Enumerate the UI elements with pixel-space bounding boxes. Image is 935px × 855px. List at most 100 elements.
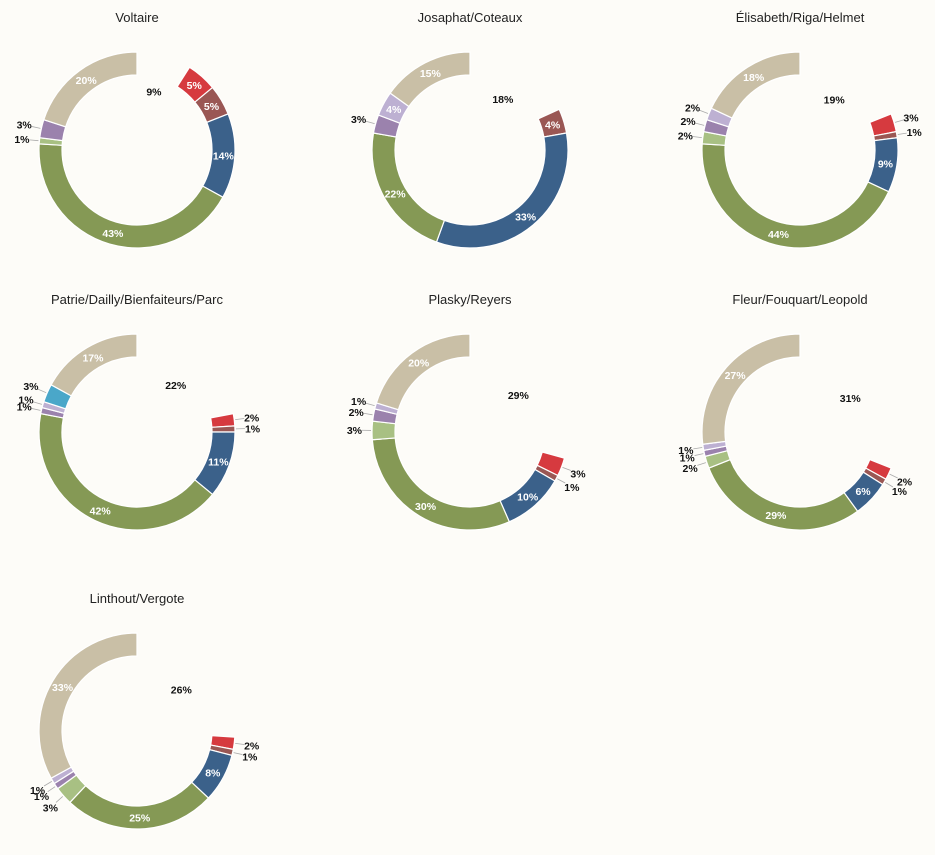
beige-slice xyxy=(50,333,138,397)
donut-voltaire: Voltaire 9% 5%5% 14% 43% 1% 3% 20% xyxy=(14,10,236,249)
gap-slice xyxy=(800,334,898,469)
leader-line xyxy=(55,796,64,803)
leader-line xyxy=(37,388,47,394)
blue-value-label: 9% xyxy=(878,159,894,171)
green-value-label: 22% xyxy=(385,188,407,200)
gap-value-label: 18% xyxy=(492,94,514,106)
gap-value-label: 9% xyxy=(146,87,162,99)
leader-line xyxy=(43,781,52,787)
lavender-value-label: 2% xyxy=(685,102,701,114)
blue-value-label: 11% xyxy=(208,456,229,468)
beige-value-label: 20% xyxy=(76,75,98,87)
leader-line xyxy=(889,473,898,479)
leader-line xyxy=(557,478,566,484)
red-value-label: 2% xyxy=(244,741,260,753)
leader-line xyxy=(233,752,243,755)
donut-fleur-fouquart-leopold: Fleur/Fouquart/Leopold31%2%1%6%29%2%1%1%… xyxy=(678,292,913,531)
violet-value-label: 2% xyxy=(349,407,365,419)
leader-line xyxy=(562,466,572,471)
leader-line xyxy=(365,402,375,407)
leader-line xyxy=(31,126,41,129)
green-value-label: 43% xyxy=(102,228,124,240)
beige-slice xyxy=(710,51,801,119)
beige-value-label: 15% xyxy=(420,68,442,80)
chart-title: Élisabeth/Riga/Helmet xyxy=(736,10,865,25)
gap-value-label: 26% xyxy=(171,684,193,696)
chart-title: Fleur/Fouquart/Leopold xyxy=(732,292,867,307)
green-value-label: 44% xyxy=(768,229,790,241)
gap-slice xyxy=(137,633,236,738)
donut-josaphat-coteaux: Josaphat/Coteaux 18% 4% 33% 22% 3% 4% 15% xyxy=(351,10,569,249)
gap-slice xyxy=(137,334,234,418)
donut-patrie-dailly-bienfaiteurs-parc: Patrie/Dailly/Bienfaiteurs/Parc22%2%1%11… xyxy=(17,292,261,531)
blue-value-label: 14% xyxy=(213,150,235,162)
green-slice xyxy=(371,132,446,243)
beige-slice xyxy=(43,51,138,128)
gap-value-label: 22% xyxy=(165,380,187,392)
leader-line xyxy=(47,786,56,793)
green-value-label: 25% xyxy=(129,812,151,824)
light-green-slice xyxy=(371,420,397,441)
gap-value-label: 19% xyxy=(824,95,846,107)
violet-value-label: 2% xyxy=(680,116,696,128)
green-value-label: 30% xyxy=(415,501,437,513)
brown-value-label: 1% xyxy=(907,127,923,139)
leader-line xyxy=(235,418,245,420)
gap-slice xyxy=(470,52,560,119)
brown-value-label: 1% xyxy=(892,486,908,498)
light-green-value-label: 1% xyxy=(14,134,30,146)
light-green-value-label: 3% xyxy=(347,425,363,437)
leader-line xyxy=(31,408,41,411)
light-green-value-label: 3% xyxy=(43,803,59,815)
gap-slice xyxy=(470,334,568,459)
gap-value-label: 29% xyxy=(508,390,530,402)
leader-line xyxy=(695,122,705,126)
leader-line xyxy=(697,462,706,466)
leader-line xyxy=(699,109,709,114)
beige-value-label: 20% xyxy=(408,357,430,369)
beige-value-label: 17% xyxy=(82,353,104,365)
leader-line xyxy=(694,453,704,456)
lavender-value-label: 1% xyxy=(678,445,694,457)
leader-line xyxy=(885,482,894,488)
lavender-value-label: 1% xyxy=(351,396,367,408)
violet-value-label: 3% xyxy=(351,114,367,126)
leader-line xyxy=(693,447,703,450)
blue-value-label: 10% xyxy=(517,491,539,503)
brown-value-label: 5% xyxy=(204,101,220,113)
brown-value-label: 1% xyxy=(564,482,580,494)
red-value-label: 2% xyxy=(244,412,260,424)
green-slice xyxy=(38,143,224,249)
violet-value-label: 1% xyxy=(17,402,33,414)
beige-slice xyxy=(38,632,138,780)
green-value-label: 42% xyxy=(90,505,112,517)
beige-value-label: 18% xyxy=(743,72,765,84)
beige-slice xyxy=(701,333,801,445)
beige-value-label: 33% xyxy=(52,682,74,694)
blue-slice xyxy=(435,132,569,249)
violet-value-label: 3% xyxy=(17,120,33,132)
blue-value-label: 6% xyxy=(855,486,871,498)
cyan-value-label: 3% xyxy=(23,381,39,393)
donut-elisabeth-riga-helmet: Élisabeth/Riga/Helmet 19% 3% 1% 9% 44% 2% 2% 2% 1… xyxy=(678,10,923,249)
beige-slice xyxy=(375,333,471,411)
brown-slice xyxy=(211,425,236,433)
red-value-label: 3% xyxy=(903,113,919,125)
gap-slice xyxy=(137,52,190,87)
light-green-value-label: 2% xyxy=(678,130,694,142)
beige-slice xyxy=(389,51,471,108)
leader-line xyxy=(897,132,907,135)
leader-line xyxy=(235,743,245,745)
blue-value-label: 8% xyxy=(205,768,221,780)
green-slice xyxy=(371,437,511,531)
brown-value-label: 1% xyxy=(245,423,261,435)
lavender-value-label: 1% xyxy=(18,395,34,407)
red-value-label: 3% xyxy=(570,468,586,480)
green-slice xyxy=(701,143,890,249)
lavender-value-label: 4% xyxy=(386,104,402,116)
leader-line xyxy=(29,139,39,142)
brown-value-label: 1% xyxy=(242,751,258,763)
